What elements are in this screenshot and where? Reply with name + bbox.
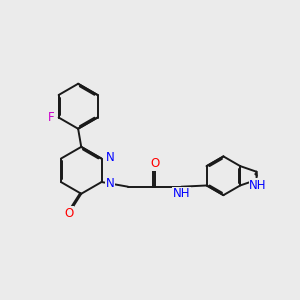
Text: NH: NH <box>249 179 267 192</box>
Text: O: O <box>150 157 159 170</box>
Text: NH: NH <box>172 187 190 200</box>
Text: N: N <box>106 151 115 164</box>
Text: N: N <box>106 177 115 190</box>
Text: F: F <box>48 111 55 124</box>
Text: O: O <box>64 207 74 220</box>
